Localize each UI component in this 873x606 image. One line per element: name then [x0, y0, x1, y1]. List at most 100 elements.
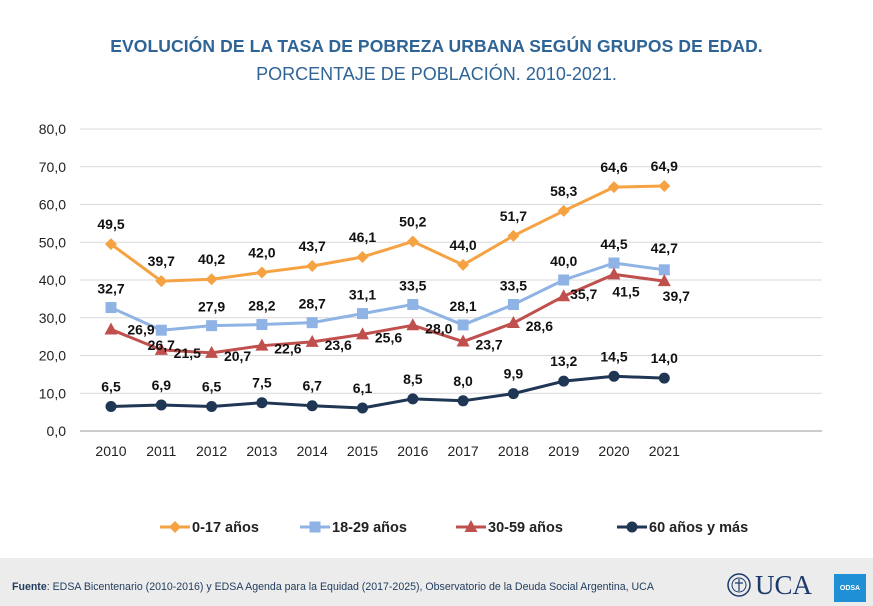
- data-label: 25,6: [375, 329, 402, 345]
- x-tick-label: 2014: [297, 443, 328, 459]
- data-point-diamond: [356, 250, 369, 263]
- legend-marker-square: [309, 521, 321, 533]
- data-label: 23,7: [475, 337, 502, 353]
- data-point-square: [407, 299, 419, 311]
- data-label: 8,5: [403, 371, 423, 387]
- data-label: 43,7: [299, 238, 326, 254]
- data-point-diamond: [457, 258, 470, 271]
- data-point-diamond: [155, 275, 168, 288]
- data-label: 14,0: [651, 350, 678, 366]
- source-label: Fuente: [12, 581, 47, 593]
- data-point-circle: [105, 400, 117, 412]
- data-label: 28,2: [248, 298, 275, 314]
- data-point-diamond: [557, 204, 570, 217]
- footer: Fuente: EDSA Bicentenario (2010-2016) y …: [0, 558, 873, 606]
- source-text: : EDSA Bicentenario (2010-2016) y EDSA A…: [46, 581, 654, 593]
- data-point-triangle: [607, 267, 621, 280]
- y-tick-label: 80,0: [39, 121, 66, 137]
- data-point-triangle: [557, 289, 571, 302]
- data-point-circle: [407, 393, 419, 405]
- x-tick-label: 2010: [95, 443, 126, 459]
- x-tick-label: 2012: [196, 443, 227, 459]
- data-point-triangle: [456, 334, 470, 347]
- data-point-square: [155, 324, 167, 336]
- gridlines: [80, 128, 822, 432]
- data-point-triangle: [305, 334, 319, 347]
- data-label: 8,0: [453, 373, 473, 389]
- data-point-diamond: [255, 266, 268, 279]
- y-tick-label: 0,0: [47, 423, 67, 439]
- data-label: 7,5: [252, 375, 272, 391]
- data-point-square: [608, 257, 620, 269]
- y-tick-label: 60,0: [39, 197, 66, 213]
- data-label: 27,9: [198, 299, 225, 315]
- data-label: 40,2: [198, 251, 225, 267]
- x-tick-label: 2016: [397, 443, 428, 459]
- data-point-diamond: [406, 235, 419, 248]
- data-label: 35,7: [570, 286, 597, 302]
- data-label: 39,7: [148, 253, 175, 269]
- data-label: 44,5: [600, 236, 627, 252]
- data-point-square: [206, 320, 218, 332]
- series-line-2: [110, 272, 665, 355]
- data-point-circle: [608, 370, 620, 382]
- data-label: 33,5: [500, 278, 527, 294]
- data-label: 49,5: [97, 216, 124, 232]
- x-tick-label: 2015: [347, 443, 378, 459]
- data-label: 64,9: [651, 158, 678, 174]
- series-line-1: [110, 261, 665, 332]
- data-label: 9,9: [504, 366, 524, 382]
- line-chart: 0,0 10,0 20,0 30,0 40,0 50,0 60,0 70,0 80,0 2010…: [39, 121, 822, 536]
- data-label: 42,7: [651, 240, 678, 256]
- data-label: 42,0: [248, 244, 275, 260]
- series-line-3: [110, 374, 665, 410]
- x-tick-label: 2020: [598, 443, 629, 459]
- x-axis-ticks: 2010 2011 2012 2013 2014 2015 2016 2017 2018 2019…: [95, 443, 680, 459]
- x-tick-label: 2018: [498, 443, 529, 459]
- y-tick-label: 40,0: [39, 272, 66, 288]
- data-point-triangle: [205, 345, 219, 358]
- y-tick-label: 70,0: [39, 159, 66, 175]
- data-label: 44,0: [449, 237, 476, 253]
- data-point-circle: [658, 372, 670, 384]
- legend-marker-diamond: [169, 521, 181, 533]
- data-point-square: [256, 319, 268, 331]
- legend-label: 0-17 años: [192, 520, 259, 536]
- chart-title: EVOLUCIÓN DE LA TASA DE POBREZA URBANA S…: [110, 36, 763, 56]
- y-tick-label: 50,0: [39, 234, 66, 250]
- data-label: 6,1: [353, 380, 373, 396]
- data-label: 6,9: [152, 377, 172, 393]
- data-point-diamond: [105, 238, 117, 251]
- uca-logo-text: UCA: [755, 570, 813, 600]
- x-tick-label: 2019: [548, 443, 579, 459]
- series-markers: [104, 180, 671, 414]
- y-tick-label: 20,0: [39, 348, 66, 364]
- data-point-square: [658, 264, 670, 276]
- legend-label: 18-29 años: [332, 520, 407, 536]
- data-point-square: [457, 319, 469, 331]
- odsa-badge: ODSA: [834, 574, 866, 602]
- data-point-square: [507, 299, 519, 311]
- data-point-circle: [507, 388, 519, 400]
- data-label: 6,7: [302, 378, 322, 394]
- data-label: 40,0: [550, 253, 577, 269]
- data-point-diamond: [205, 273, 218, 286]
- data-label: 41,5: [612, 283, 639, 299]
- data-point-diamond: [306, 260, 319, 273]
- data-point-circle: [357, 402, 368, 414]
- data-point-triangle: [255, 338, 269, 351]
- data-point-circle: [206, 400, 218, 412]
- x-tick-label: 2021: [649, 443, 680, 459]
- data-label: 6,5: [101, 378, 121, 394]
- chart-subtitle: PORCENTAJE DE POBLACIÓN. 2010-2021.: [256, 64, 617, 84]
- data-point-diamond: [608, 181, 620, 194]
- data-point-square: [357, 308, 368, 320]
- data-label: 31,1: [349, 287, 376, 303]
- data-point-circle: [558, 375, 570, 387]
- data-point-triangle: [506, 316, 520, 329]
- y-axis-ticks: 0,0 10,0 20,0 30,0 40,0 50,0 60,0 70,0 80,0: [39, 121, 66, 439]
- x-tick-label: 2011: [146, 443, 176, 459]
- data-point-square: [105, 302, 117, 314]
- data-label: 6,5: [202, 378, 222, 394]
- data-point-circle: [256, 397, 268, 409]
